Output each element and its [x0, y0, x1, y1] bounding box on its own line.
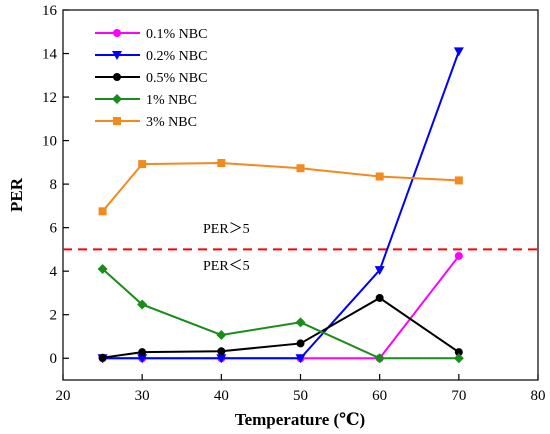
x-tick-label: 40	[214, 388, 229, 404]
legend-swatch-marker	[113, 73, 121, 81]
x-axis-label: Temperature (℃)	[235, 410, 365, 429]
legend-swatch-marker	[113, 29, 121, 37]
legend-item-5: 3% NBC	[95, 115, 197, 130]
y-tick-label: 6	[50, 221, 58, 237]
y-tick-label: 4	[50, 264, 58, 280]
data-point	[216, 354, 227, 364]
annotation-above: PER＞5	[203, 222, 250, 237]
y-tick-label: 12	[42, 90, 57, 106]
tick-layer: 20 30 40 50 60 70 80 0 2 4 6 8 10 12 14 16	[42, 3, 546, 404]
series-4	[97, 264, 464, 364]
series-line	[102, 51, 460, 360]
data-point	[295, 317, 306, 328]
x-tick-label: 80	[531, 388, 546, 404]
annotation-below: PER＜5	[203, 259, 250, 274]
series-line	[101, 268, 459, 360]
y-tick-label: 10	[42, 134, 57, 150]
data-point	[137, 299, 148, 310]
y-tick-label: 2	[50, 308, 58, 324]
legend-label: 1% NBC	[146, 93, 197, 108]
series-line	[102, 296, 460, 359]
plot-area: 20 30 40 50 60 70 80 0 2 4 6 8 10 12 14 16	[42, 3, 546, 404]
series-line	[102, 255, 460, 360]
data-point	[453, 353, 464, 364]
data-point	[98, 207, 107, 216]
legend-item-1: 0.1% NBC	[95, 27, 207, 42]
data-point	[296, 339, 305, 348]
legend-item-4: 1% NBC	[95, 93, 197, 108]
series-5	[98, 159, 463, 216]
legend-swatch-marker	[112, 94, 122, 104]
legend-label: 0.1% NBC	[146, 27, 207, 42]
data-point	[216, 329, 227, 340]
y-tick-label: 14	[42, 47, 58, 63]
data-point	[453, 47, 464, 57]
x-tick-label: 70	[451, 388, 466, 404]
series-3	[98, 293, 463, 362]
y-tick-label: 0	[50, 351, 58, 367]
data-point	[374, 266, 385, 276]
data-point	[97, 264, 108, 274]
x-tick-label: 20	[56, 388, 71, 404]
y-axis-label: PER	[7, 177, 26, 212]
data-point	[454, 348, 463, 357]
data-point	[217, 347, 226, 356]
data-point	[454, 251, 463, 260]
data-point	[296, 164, 305, 173]
legend-item-3: 0.5% NBC	[95, 71, 207, 86]
x-tick-label: 30	[135, 388, 150, 404]
legend-label: 3% NBC	[146, 115, 197, 130]
data-point	[138, 348, 147, 357]
legend-label: 0.5% NBC	[146, 71, 207, 86]
data-point	[98, 353, 107, 362]
legend-item-2: 0.2% NBC	[95, 49, 207, 64]
data-point	[374, 353, 385, 364]
x-tick-label: 50	[293, 388, 308, 404]
legend-swatch-marker	[112, 51, 122, 60]
legend-label: 0.2% NBC	[146, 49, 207, 64]
y-tick-label: 8	[50, 177, 58, 193]
data-point	[137, 354, 148, 364]
annotation-group: PER＞5 PER＜5	[203, 222, 250, 274]
data-point	[217, 159, 226, 168]
series-line	[101, 162, 459, 212]
data-point	[375, 293, 384, 302]
x-tick-label: 60	[372, 388, 387, 404]
data-point	[454, 176, 463, 185]
legend: 0.1% NBC 0.2% NBC 0.5% NBC 1% NBC 3% NBC	[95, 27, 207, 130]
data-point	[295, 354, 306, 364]
legend-swatch-marker	[113, 117, 121, 125]
y-tick-label: 16	[42, 3, 58, 19]
series-layer	[97, 47, 464, 364]
data-point	[138, 160, 147, 169]
data-point	[375, 172, 384, 181]
